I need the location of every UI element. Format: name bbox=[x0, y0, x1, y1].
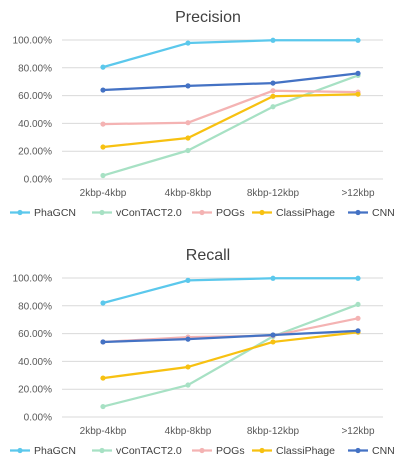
data-point-classiphage bbox=[270, 93, 276, 99]
y-tick-label: 100.00% bbox=[13, 36, 53, 47]
legend-marker-classiphage bbox=[259, 447, 265, 454]
data-point-pogs bbox=[270, 88, 276, 94]
x-tick-label: 8kbp-12kbp bbox=[247, 188, 300, 199]
data-point-classiphage bbox=[355, 91, 361, 97]
legend-marker-phagcn bbox=[17, 209, 23, 216]
y-tick-label: 100.00% bbox=[13, 274, 53, 285]
chart-title: Recall bbox=[186, 247, 230, 264]
series-line-classiphage bbox=[102, 331, 359, 380]
x-tick-label: 2kbp-4kbp bbox=[80, 188, 127, 199]
data-point-pogs bbox=[355, 315, 361, 321]
recall-chart: Recall 0.00% 20.00% 40.00% 60.00% 80.00% 100.0… bbox=[10, 247, 395, 457]
data-point-classiphage bbox=[100, 375, 106, 381]
x-tick-label: 8kbp-12kbp bbox=[247, 426, 300, 437]
data-point-cnn bbox=[355, 328, 361, 334]
y-tick-label: 40.00% bbox=[18, 357, 52, 368]
data-point-cnn bbox=[100, 339, 106, 345]
chart-title: Precision bbox=[175, 9, 241, 26]
legend-label-pogs: POGs bbox=[216, 207, 245, 219]
legend-marker-classiphage bbox=[259, 209, 265, 216]
data-point-cnn bbox=[270, 80, 276, 86]
legend-marker-cnn bbox=[355, 209, 361, 216]
data-point-phagcn bbox=[100, 64, 106, 70]
y-tick-label: 20.00% bbox=[18, 147, 52, 158]
data-point-phagcn bbox=[185, 40, 191, 46]
data-point-classiphage bbox=[185, 364, 191, 370]
legend-marker-phagcn bbox=[17, 447, 23, 454]
legend-marker-vcontact2-0 bbox=[99, 209, 105, 216]
y-tick-label: 0.00% bbox=[24, 175, 52, 186]
series-line-vcontact2-0 bbox=[102, 303, 359, 408]
legend-marker-pogs bbox=[199, 447, 205, 454]
series-line-cnn bbox=[102, 329, 359, 344]
legend-label-vcontact2-0: vConTACT2.0 bbox=[116, 445, 182, 457]
data-point-classiphage bbox=[270, 339, 276, 345]
y-tick-label: 60.00% bbox=[18, 329, 52, 340]
legend-label-classiphage: ClassiPhage bbox=[276, 207, 335, 219]
series-line-pogs bbox=[102, 317, 359, 344]
series-line-phagcn bbox=[102, 39, 358, 69]
data-point-pogs bbox=[185, 120, 191, 126]
legend-label-cnn: CNN bbox=[372, 445, 395, 457]
y-tick-label: 60.00% bbox=[18, 91, 52, 102]
data-point-vcontact2-0 bbox=[100, 403, 106, 410]
data-point-pogs bbox=[100, 121, 106, 127]
y-tick-label: 40.00% bbox=[18, 119, 52, 130]
data-point-phagcn bbox=[270, 37, 276, 43]
data-point-cnn bbox=[100, 87, 106, 93]
y-tick-label: 80.00% bbox=[18, 301, 52, 312]
x-tick-label: 2kbp-4kbp bbox=[80, 426, 127, 437]
legend-marker-vcontact2-0 bbox=[99, 447, 105, 454]
data-point-phagcn bbox=[270, 275, 276, 281]
legend-marker-cnn bbox=[355, 447, 361, 454]
legend-label-pogs: POGs bbox=[216, 445, 245, 457]
data-point-cnn bbox=[355, 70, 361, 76]
data-point-cnn bbox=[185, 336, 191, 342]
y-tick-label: 0.00% bbox=[24, 413, 52, 424]
legend-label-classiphage: ClassiPhage bbox=[276, 445, 335, 457]
legend-label-phagcn: PhaGCN bbox=[34, 207, 76, 219]
y-tick-label: 80.00% bbox=[18, 63, 52, 74]
series-line-cnn bbox=[102, 72, 359, 92]
data-point-cnn bbox=[270, 332, 276, 338]
y-tick-label: 20.00% bbox=[18, 385, 52, 396]
data-point-classiphage bbox=[100, 144, 106, 150]
x-tick-label: >12kbp bbox=[341, 426, 375, 437]
data-point-vcontact2-0 bbox=[185, 382, 191, 388]
data-point-vcontact2-0 bbox=[100, 172, 106, 179]
data-point-phagcn bbox=[100, 300, 106, 306]
x-tick-label: 4kbp-8kbp bbox=[165, 426, 212, 437]
legend-marker-pogs bbox=[199, 209, 205, 216]
series-line-classiphage bbox=[102, 93, 359, 149]
series-line-phagcn bbox=[102, 277, 358, 305]
data-point-vcontact2-0 bbox=[185, 147, 191, 154]
data-point-phagcn bbox=[355, 37, 361, 43]
legend-label-cnn: CNN bbox=[372, 207, 395, 219]
series-line-pogs bbox=[102, 89, 359, 126]
precision-chart: Precision 0.00% 20.00% 40.00% 60.00% 80.00% 10… bbox=[10, 9, 395, 219]
x-tick-label: 4kbp-8kbp bbox=[165, 188, 212, 199]
data-point-phagcn bbox=[185, 277, 191, 283]
data-point-classiphage bbox=[185, 135, 191, 141]
x-tick-label: >12kbp bbox=[341, 188, 375, 199]
data-point-vcontact2-0 bbox=[270, 104, 276, 110]
legend-label-phagcn: PhaGCN bbox=[34, 445, 76, 457]
data-point-cnn bbox=[185, 83, 191, 89]
data-point-phagcn bbox=[355, 275, 361, 281]
data-point-vcontact2-0 bbox=[355, 301, 361, 308]
legend-label-vcontact2-0: vConTACT2.0 bbox=[116, 207, 182, 219]
